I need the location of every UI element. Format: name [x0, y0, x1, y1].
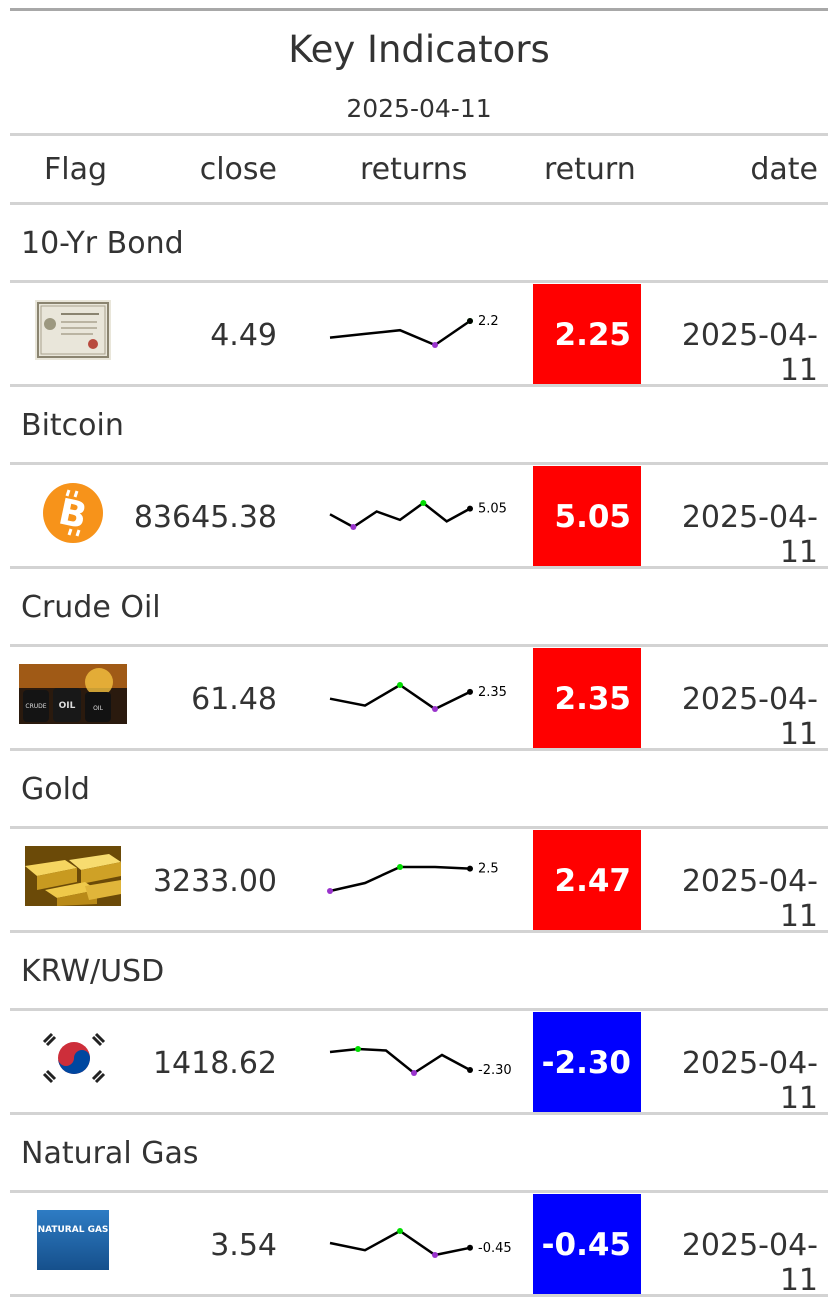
group-label: Crude Oil: [21, 590, 161, 625]
sparkline-low-point: [327, 888, 333, 894]
natural-gas-icon: NATURAL GAS: [37, 1210, 109, 1270]
date-value: 2025-04-11: [681, 864, 818, 934]
return-cell: 2.47: [533, 830, 641, 930]
close-value: 61.48: [191, 682, 277, 717]
sparkline-path: [329, 683, 471, 711]
sparkline-path: [329, 1229, 471, 1257]
close-value: 3.54: [210, 1228, 277, 1263]
header-bottom-rule: [10, 202, 828, 205]
return-cell: -0.45: [533, 1194, 641, 1294]
natural-gas-icon-text: NATURAL GAS: [37, 1225, 109, 1235]
return-cell: 2.35: [533, 648, 641, 748]
row-rule: [10, 930, 828, 933]
sparkline-low-point: [432, 706, 438, 712]
row-rule: [10, 384, 828, 387]
date-value: 2025-04-11: [681, 682, 818, 752]
return-cell: 5.05: [533, 466, 641, 566]
bond-certificate-icon: [35, 300, 111, 360]
returns-sparkline: 2.5: [327, 862, 499, 894]
group-rule: [10, 1008, 828, 1011]
sparkline-last-point: [467, 505, 473, 512]
row-rule: [10, 1112, 828, 1115]
group-rule: [10, 280, 828, 283]
sparkline-last-point: [467, 688, 473, 695]
group-rule: [10, 644, 828, 647]
sparkline-high-point: [397, 1228, 403, 1234]
sparkline-high-point: [397, 864, 403, 870]
table-top-rule: [10, 8, 828, 11]
close-value: 3233.00: [152, 864, 277, 899]
group-label: Bitcoin: [21, 408, 124, 443]
date-value: 2025-04-11: [681, 1228, 818, 1298]
close-value: 4.49: [210, 318, 277, 353]
sparkline-path: [329, 865, 471, 893]
return-value: -0.45: [541, 1227, 631, 1263]
sparkline-last-point: [467, 1244, 473, 1251]
date-value: 2025-04-11: [681, 1046, 818, 1116]
return-value: 2.35: [554, 681, 632, 717]
column-header-close: close: [199, 152, 277, 187]
group-label: KRW/USD: [21, 954, 165, 989]
group-label: Gold: [21, 772, 90, 807]
sparkline-label: 5.05: [478, 502, 507, 517]
group-rule: [10, 826, 828, 829]
return-value: 2.47: [554, 863, 632, 899]
date-value: 2025-04-11: [681, 318, 818, 388]
gold-bars-icon: [25, 846, 121, 906]
sparkline-path: [329, 319, 471, 347]
sparkline-path: [329, 1047, 471, 1075]
sparkline-label: -0.45: [478, 1241, 512, 1256]
sparkline-last-point: [467, 318, 473, 324]
row-rule: [10, 748, 828, 751]
sparkline-last-point: [467, 865, 473, 872]
sparkline-label: 2.2: [478, 314, 499, 329]
group-rule: [10, 1190, 828, 1193]
close-value: 83645.38: [133, 500, 277, 535]
return-value: 2.25: [554, 317, 632, 353]
group-rule: [10, 462, 828, 465]
sparkline-high-point: [397, 682, 403, 688]
date-value: 2025-04-11: [681, 500, 818, 570]
group-label: 10-Yr Bond: [21, 226, 184, 261]
sparkline-low-point: [411, 1070, 417, 1076]
returns-sparkline: -0.45: [329, 1228, 512, 1258]
sparkline-low-point: [432, 342, 438, 348]
returns-sparkline: 2.2: [329, 314, 499, 348]
sparkline-label: -2.30: [478, 1063, 512, 1078]
returns-sparkline: 5.05: [329, 500, 507, 530]
sparkline-high-point: [355, 1046, 361, 1052]
svg-text:OIL: OIL: [59, 701, 76, 711]
return-value: 5.05: [554, 499, 632, 535]
korea-flag-icon: [38, 1028, 110, 1088]
sparkline-low-point: [350, 524, 357, 530]
returns-sparkline: 2.35: [329, 682, 507, 712]
bitcoin-icon: B: [42, 482, 104, 544]
row-rule: [10, 1294, 828, 1297]
column-header-flag: Flag: [44, 152, 108, 187]
oil-barrels-icon: CRUDE OIL OIL: [19, 664, 127, 724]
sparkline-low-point: [432, 1252, 438, 1258]
returns-sparkline: -2.30: [329, 1046, 512, 1078]
sparkline-high-point: [420, 500, 427, 506]
header-top-rule: [10, 133, 828, 136]
return-cell: 2.25: [533, 284, 641, 384]
column-header-returns: returns: [360, 152, 468, 187]
sparkline-label: 2.35: [478, 685, 507, 700]
sparkline-label: 2.5: [478, 862, 499, 877]
group-label: Natural Gas: [21, 1136, 199, 1171]
column-header-date: date: [750, 152, 818, 187]
column-header-return: return: [544, 152, 636, 187]
svg-text:OIL: OIL: [93, 705, 103, 712]
sparkline-last-point: [467, 1067, 473, 1073]
svg-text:CRUDE: CRUDE: [25, 703, 46, 710]
close-value: 1418.62: [152, 1046, 277, 1081]
sparkline-path: [329, 501, 471, 529]
return-cell: -2.30: [533, 1012, 641, 1112]
return-value: -2.30: [541, 1045, 631, 1081]
table-title: Key Indicators: [288, 28, 550, 71]
row-rule: [10, 566, 828, 569]
table-subtitle: 2025-04-11: [346, 94, 492, 123]
